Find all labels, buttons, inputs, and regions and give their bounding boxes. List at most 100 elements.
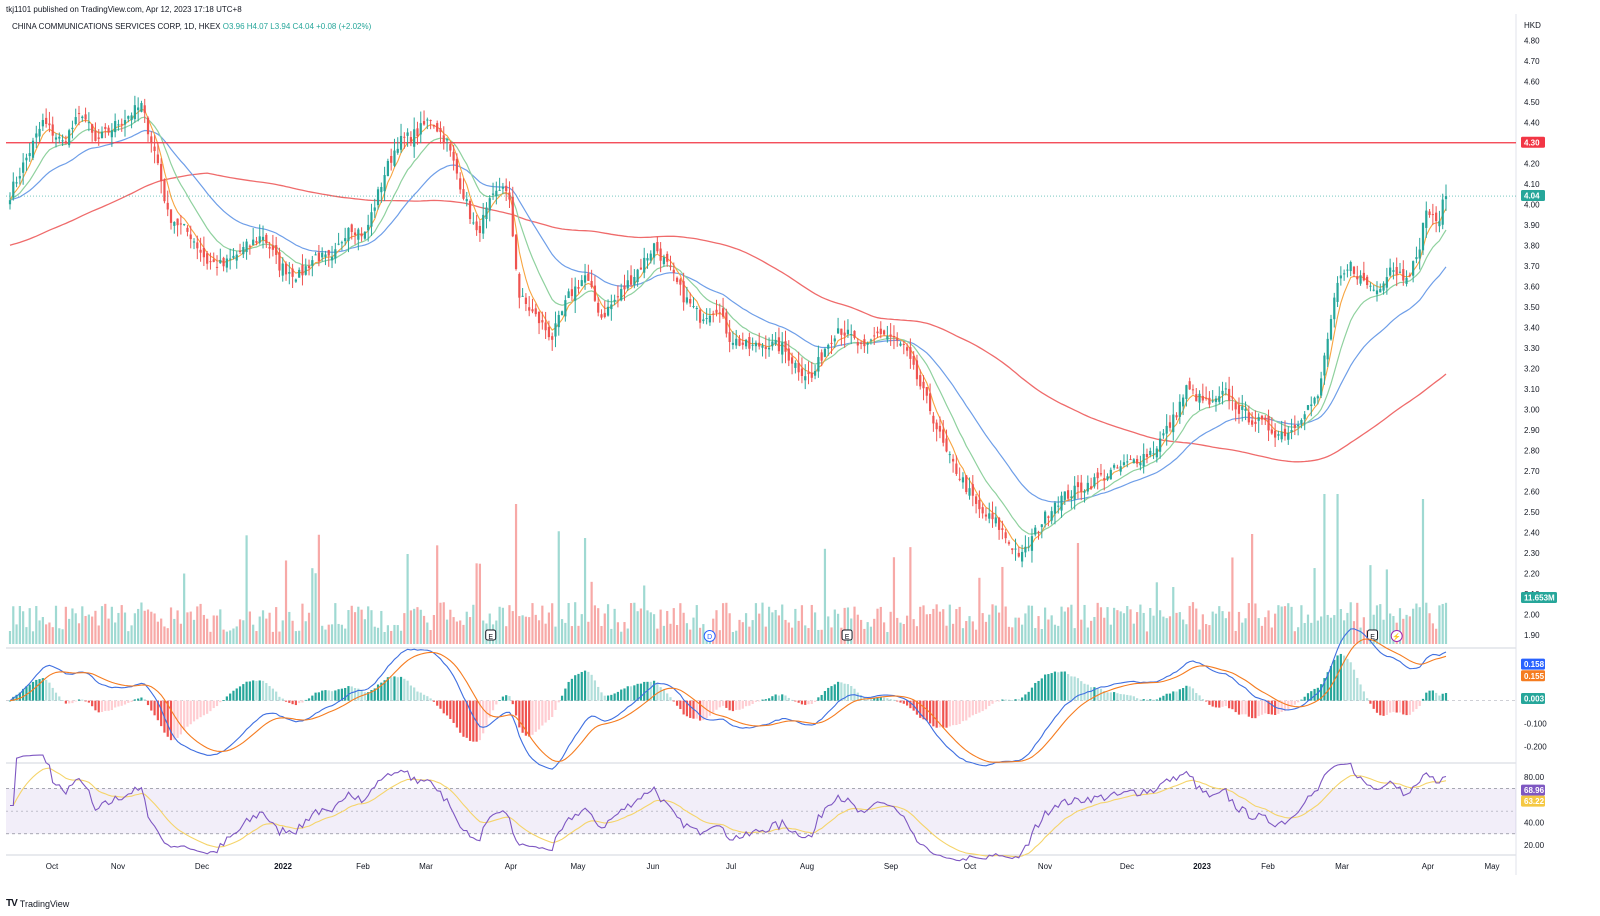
volume-bar	[117, 612, 120, 644]
volume-bar	[1231, 557, 1234, 644]
candle-body	[498, 189, 501, 191]
volume-bar	[1001, 566, 1004, 644]
volume-bar	[896, 617, 899, 644]
candle-body	[751, 344, 754, 346]
candle-body	[715, 309, 718, 313]
macd-histogram-bar	[1421, 698, 1425, 701]
macd-histogram-bar	[833, 684, 836, 701]
currency-label: HKD	[1524, 21, 1541, 30]
candle-body	[873, 335, 876, 337]
macd-histogram-bar	[1073, 676, 1076, 701]
candle-body	[482, 214, 485, 234]
volume-bar	[1290, 606, 1293, 644]
candle-body	[1428, 211, 1431, 216]
macd-histogram-bar	[922, 700, 925, 720]
volume-bar	[163, 626, 166, 644]
candle-body	[1021, 551, 1024, 562]
volume-bar	[1431, 623, 1434, 644]
macd-histogram-bar	[1106, 692, 1109, 701]
macd-histogram-bar	[1369, 700, 1372, 704]
candle-body	[284, 263, 288, 275]
candle-body	[813, 371, 817, 376]
volume-bar	[1073, 628, 1076, 644]
volume-bar	[1313, 568, 1316, 644]
volume-bar	[1435, 628, 1438, 644]
volume-bar	[1090, 620, 1093, 644]
volume-bar	[731, 631, 735, 644]
symbol-info: CHINA COMMUNICATIONS SERVICES CORP, 1D, …	[12, 22, 371, 31]
macd-histogram-bar	[1405, 700, 1408, 716]
volume-bar	[1247, 603, 1250, 644]
volume-bar	[209, 631, 212, 644]
macd-histogram-bar	[324, 690, 327, 701]
volume-bar	[91, 616, 94, 644]
candle-body	[209, 261, 212, 263]
candle-body	[120, 123, 123, 125]
candle-body	[1234, 402, 1237, 410]
volume-bar	[114, 622, 117, 644]
candle-body	[1116, 467, 1119, 469]
candle-body	[1083, 490, 1086, 493]
macd-histogram-bar	[1191, 688, 1195, 701]
macd-histogram-bar	[288, 700, 291, 703]
macd-histogram-bar	[1090, 687, 1093, 701]
volume-bar	[666, 610, 669, 644]
macd-histogram-bar	[376, 684, 380, 701]
macd-histogram-bar	[603, 695, 606, 701]
volume-bar	[1352, 621, 1356, 644]
candle-body	[761, 345, 764, 348]
candle-body	[892, 335, 896, 338]
macd-histogram-bar	[988, 700, 991, 706]
macd-histogram-bar	[1195, 693, 1198, 701]
candle-body	[728, 332, 731, 343]
volume-bar	[583, 538, 587, 644]
volume-bar	[935, 604, 938, 644]
macd-histogram-bar	[229, 693, 232, 701]
volume-bar	[1106, 607, 1109, 644]
candle-body	[1244, 408, 1247, 411]
macd-histogram-bar	[1168, 693, 1172, 701]
candle-body	[278, 252, 281, 271]
candle-body	[978, 499, 981, 510]
macd-histogram-bar	[873, 697, 876, 701]
volume-bar	[1030, 605, 1034, 644]
macd-histogram-bar	[1136, 698, 1139, 701]
macd-histogram-bar	[1053, 671, 1057, 701]
volume-bar	[518, 616, 521, 644]
candlesticks	[8, 95, 1448, 568]
volume-bar	[31, 631, 35, 644]
volume-bar	[1254, 603, 1257, 644]
macd-histogram-bar	[482, 700, 485, 734]
macd-histogram-bar	[153, 700, 156, 716]
macd-signal-line	[9, 638, 1447, 763]
volume-bar	[1201, 614, 1204, 644]
macd-histogram-bar	[541, 700, 544, 726]
macd-histogram-bar	[524, 700, 528, 736]
volume-bar	[1014, 617, 1017, 644]
volume-bar	[1339, 609, 1342, 644]
macd-histogram-bar	[160, 700, 163, 727]
volume-bar	[1214, 613, 1218, 644]
volume-bar	[902, 623, 905, 644]
volume-bar	[1412, 608, 1415, 644]
macd-histogram-bar	[554, 700, 557, 710]
candle-body	[1122, 462, 1126, 466]
candle-body	[439, 128, 442, 133]
macd-histogram-bar	[1254, 700, 1257, 719]
price-tick-label: 3.20	[1524, 364, 1540, 373]
macd-histogram-bar	[997, 700, 1001, 702]
macd-histogram-bar	[827, 687, 830, 701]
volume-bar	[873, 618, 876, 644]
candle-body	[169, 209, 173, 223]
candle-body	[1392, 270, 1395, 272]
macd-histogram-bar	[120, 700, 123, 706]
volume-bar	[784, 619, 787, 644]
candle-body	[597, 302, 600, 313]
time-tick-label: May	[570, 862, 585, 871]
candle-body	[1126, 461, 1129, 463]
macd-histogram-bar	[1001, 699, 1004, 701]
macd-histogram-bar	[882, 697, 886, 701]
macd-histogram-bar	[965, 700, 968, 721]
candle-body	[968, 488, 971, 496]
